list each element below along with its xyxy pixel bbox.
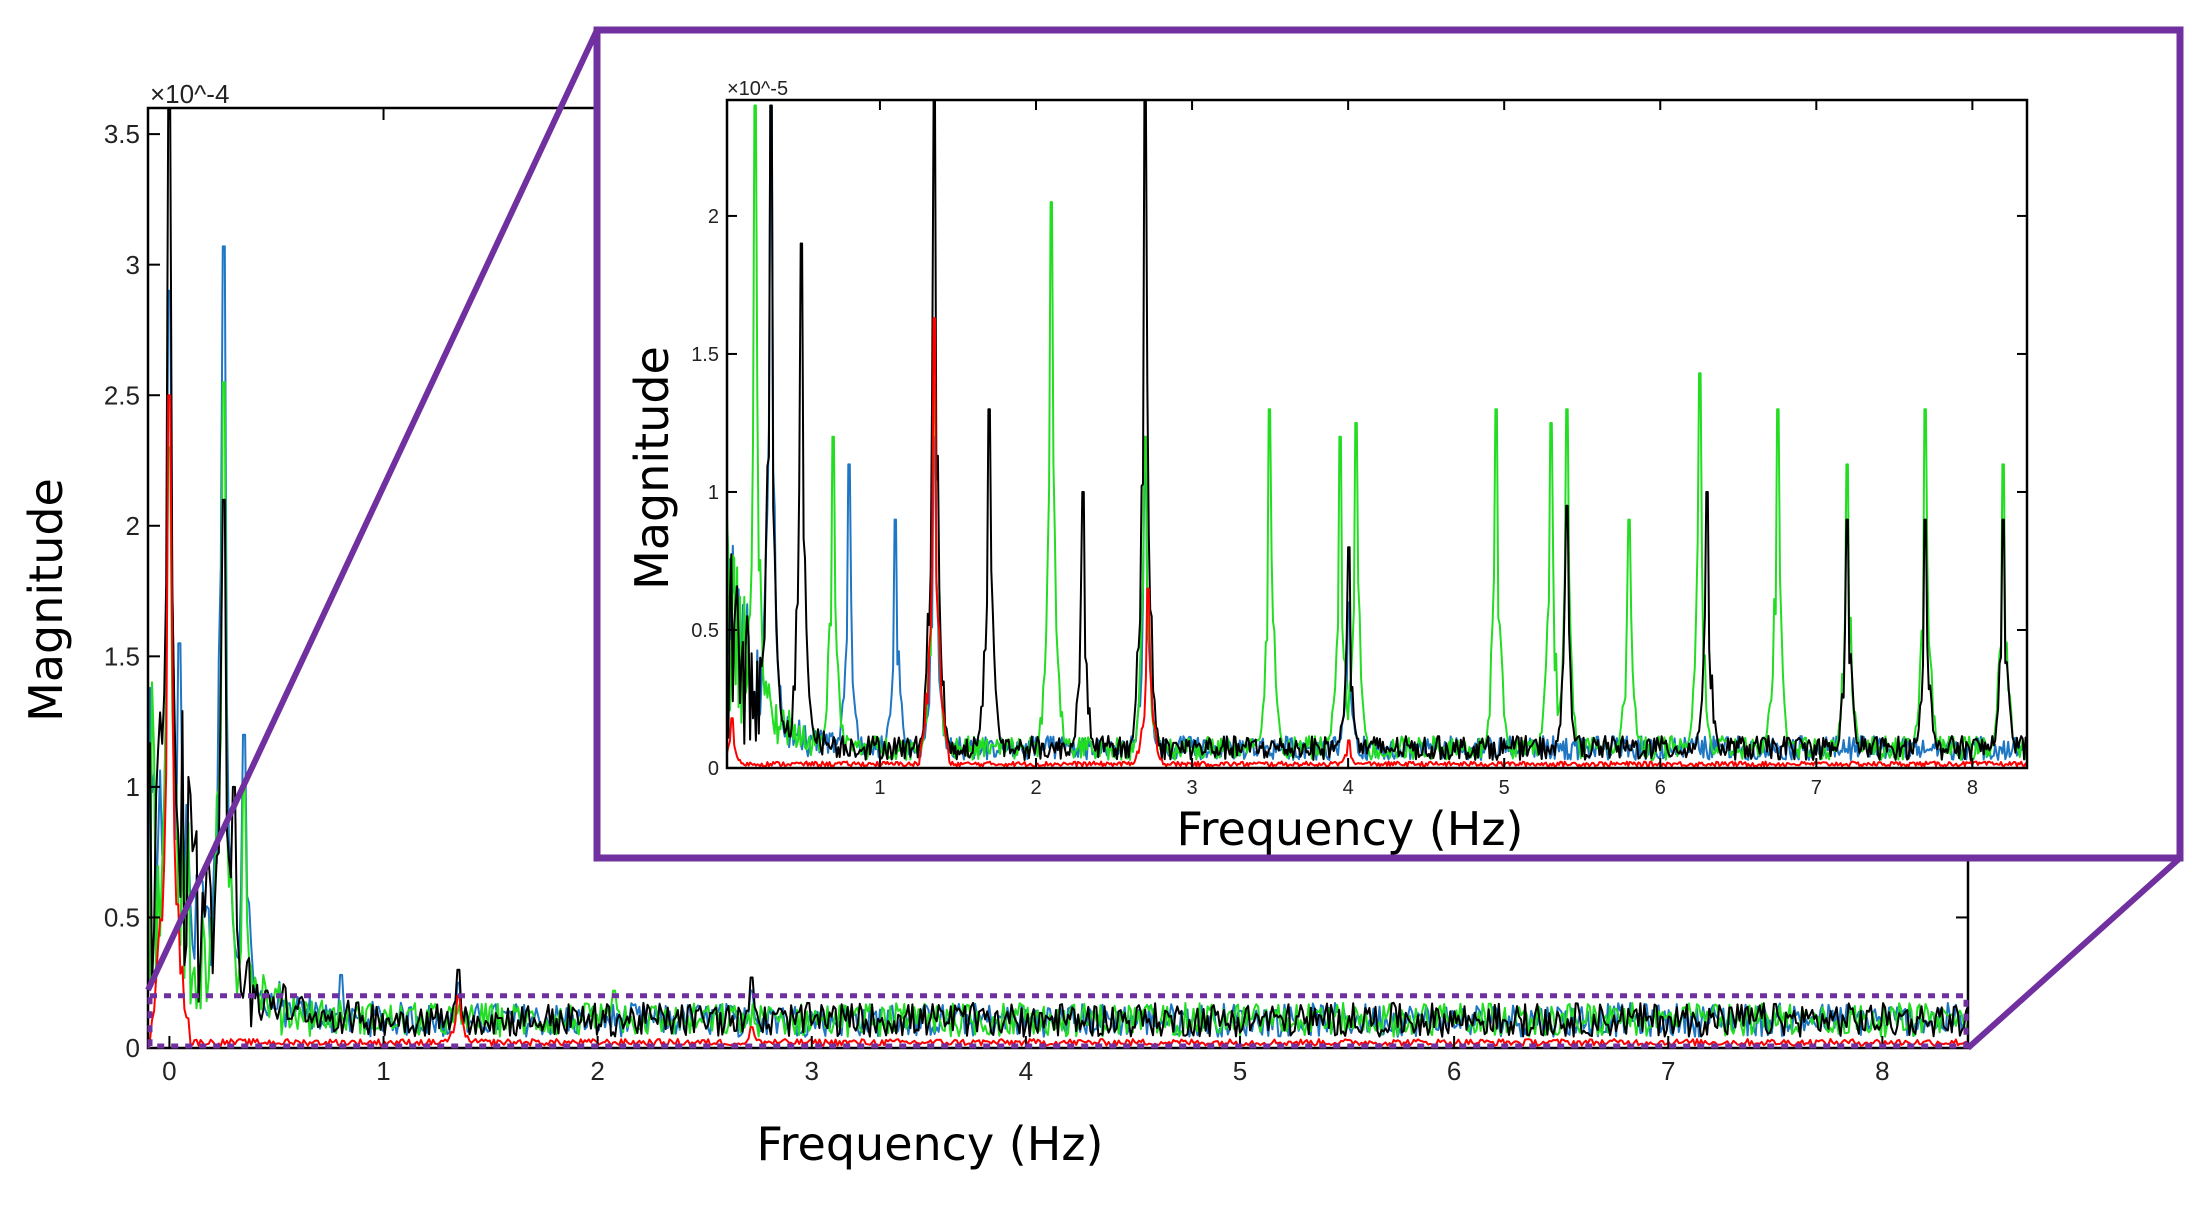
series-line-3 (726, 317, 2028, 768)
y-tick-label: 1.5 (691, 344, 719, 366)
y-tick-label: 2.5 (104, 380, 140, 410)
inset-frame (593, 26, 2184, 862)
inset-series-group (726, 99, 2028, 768)
y-tick-label: 2 (126, 511, 140, 541)
series-line-1 (147, 381, 1969, 1038)
inset-y-exponent: ×10^-5 (727, 78, 788, 100)
inset-x-axis-title: Frequency (Hz) (1177, 802, 1524, 856)
series-line-2 (726, 99, 2028, 761)
x-tick-label: 5 (1233, 1056, 1247, 1086)
inset-y-axis-title: Magnitude (625, 346, 679, 590)
x-tick-label: 4 (1019, 1056, 1033, 1086)
series-line-1 (726, 104, 2028, 761)
x-tick-label: 4 (1343, 777, 1354, 799)
main-y-axis-title: Magnitude (19, 478, 73, 722)
y-tick-label: 3.5 (104, 119, 140, 149)
zoom-connector-right (1965, 855, 2183, 1051)
x-tick-label: 7 (1811, 777, 1822, 799)
x-tick-label: 1 (376, 1056, 390, 1086)
y-tick-label: 1 (126, 772, 140, 802)
x-tick-label: 8 (1967, 777, 1978, 799)
inset-ticks-group: 1 2 3 4 5 6 7 8 0 0.5 1 1.5 2 (691, 100, 2027, 799)
main-y-exponent: ×10^-4 (150, 79, 229, 109)
x-tick-label: 2 (1030, 777, 1041, 799)
zoom-connector-left (145, 28, 600, 992)
x-tick-label: 0 (162, 1056, 176, 1086)
main-x-axis-title: Frequency (Hz) (757, 1117, 1104, 1171)
x-tick-label: 3 (1187, 777, 1198, 799)
x-tick-label: 6 (1655, 777, 1666, 799)
x-tick-label: 2 (590, 1056, 604, 1086)
x-tick-label: 6 (1447, 1056, 1461, 1086)
main-ticks-group: 0 1 2 3 4 5 6 7 8 0 0.5 1 1.5 2 2.5 3 3.5 (104, 108, 1968, 1086)
x-tick-label: 3 (805, 1056, 819, 1086)
inset-chart: 1 2 3 4 5 6 7 800.511.52 ×10^-5 Frequency (Hz) … (593, 26, 2184, 862)
y-tick-label: 0 (708, 758, 719, 780)
y-tick-label: 0.5 (691, 620, 719, 642)
y-tick-label: 3 (126, 250, 140, 280)
y-tick-label: 0.5 (104, 903, 140, 933)
x-tick-label: 8 (1875, 1056, 1889, 1086)
y-tick-label: 1 (708, 482, 719, 504)
zoom-region-box (147, 993, 1969, 1049)
x-tick-label: 7 (1661, 1056, 1675, 1086)
x-tick-label: 1 (874, 777, 885, 799)
y-tick-label: 2 (708, 206, 719, 228)
y-tick-label: 1.5 (104, 641, 140, 671)
series-line-2 (147, 107, 1969, 1038)
x-tick-label: 5 (1499, 777, 1510, 799)
inset-axes-box (725, 98, 2029, 770)
y-tick-label: 0 (126, 1033, 140, 1063)
